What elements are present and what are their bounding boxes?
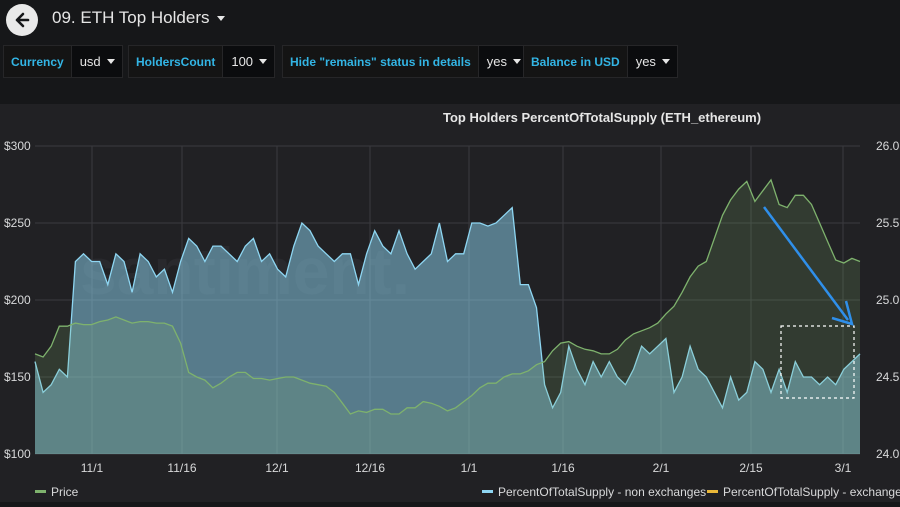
legend: Price PercentOfTotalSupply - non exchange… xyxy=(35,485,900,499)
legend-swatch xyxy=(707,490,718,493)
legend-label[interactable]: Price xyxy=(51,485,79,499)
back-button[interactable] xyxy=(6,4,38,36)
variable-hide-remains-value: yes xyxy=(486,54,508,69)
trend-arrow-head xyxy=(831,300,854,326)
y-left-tick-label: $100 xyxy=(4,447,31,461)
y-right-tick-label: 26.0 xyxy=(876,139,900,153)
variable-hide-remains-label: Hide "remains" status in details xyxy=(282,45,479,78)
x-tick-label: 1/1 xyxy=(461,461,478,475)
variable-hide-remains-select[interactable]: yes xyxy=(478,45,530,78)
variable-holderscount-select[interactable]: 100 xyxy=(223,45,276,78)
legend-label[interactable]: PercentOfTotalSupply - exchanges xyxy=(723,485,900,499)
x-tick-label: 3/1 xyxy=(835,461,852,475)
y-left-tick-label: $200 xyxy=(4,293,31,307)
variable-hide-remains: Hide "remains" status in details yes xyxy=(282,45,530,78)
x-tick-label: 2/15 xyxy=(739,461,763,475)
x-tick-label: 11/16 xyxy=(167,461,196,475)
caret-down-icon xyxy=(513,59,522,64)
variable-balance-usd-select[interactable]: yes xyxy=(627,45,678,78)
legend-swatch xyxy=(35,490,46,493)
variable-balance-usd: Balance in USD yes xyxy=(523,45,678,78)
highlight-box xyxy=(780,325,855,399)
legend-swatch xyxy=(482,490,493,493)
annotations xyxy=(762,206,855,399)
y-left-tick-label: $150 xyxy=(4,370,31,384)
x-tick-label: 2/1 xyxy=(653,461,670,475)
x-tick-label: 11/1 xyxy=(81,461,104,475)
caret-down-icon xyxy=(259,59,268,64)
variable-holderscount-value: 100 xyxy=(231,54,254,69)
variable-balance-usd-label: Balance in USD xyxy=(523,45,628,78)
y-right-tick-label: 24.0 xyxy=(876,447,900,461)
series-area-percentoftotalsupply-non-exchanges xyxy=(35,207,860,454)
variables-bar: Currency usd HoldersCount 100 Hide "rema… xyxy=(0,45,900,78)
variable-currency-label: Currency xyxy=(3,45,72,78)
top-bar: 09. ETH Top Holders xyxy=(0,0,900,40)
caret-down-icon xyxy=(106,59,115,64)
variable-currency: Currency usd xyxy=(3,45,123,78)
dashboard-title[interactable]: 09. ETH Top Holders xyxy=(52,8,226,28)
trend-arrow-line xyxy=(762,206,850,321)
x-tick-label: 12/16 xyxy=(355,461,385,475)
y-left-tick-label: $300 xyxy=(4,139,31,153)
arrow-left-icon xyxy=(15,12,30,28)
chart-title: Top Holders PercentOfTotalSupply (ETH_et… xyxy=(443,110,761,125)
variable-holderscount: HoldersCount 100 xyxy=(128,45,276,78)
variable-currency-value: usd xyxy=(79,54,101,69)
series-area-price xyxy=(35,179,860,454)
x-tick-label: 1/16 xyxy=(551,461,575,475)
axis-ticks: $100 $150 $200 $250 $300 24.0 24.5 25.0 25.5 26.0… xyxy=(4,139,900,475)
series-line-percentoftotalsupply-non-exchanges xyxy=(34,206,861,410)
series-areas xyxy=(34,178,861,454)
x-tick-label: 12/1 xyxy=(265,461,289,475)
dashboard-title-text: 09. ETH Top Holders xyxy=(52,8,210,27)
variable-holderscount-label: HoldersCount xyxy=(128,45,224,78)
caret-down-icon xyxy=(217,16,226,22)
y-right-tick-label: 25.0 xyxy=(876,293,900,307)
legend-label[interactable]: PercentOfTotalSupply - non exchanges xyxy=(498,485,706,499)
y-left-tick-label: $250 xyxy=(4,216,31,230)
series-line-price xyxy=(34,178,861,415)
y-right-tick-label: 24.5 xyxy=(876,370,900,384)
y-right-tick-label: 25.5 xyxy=(876,216,900,230)
variable-balance-usd-value: yes xyxy=(635,54,656,69)
chart[interactable]: santiment. Top Holders PercentOfTotalSup… xyxy=(0,104,900,502)
caret-down-icon xyxy=(661,59,670,64)
variable-currency-select[interactable]: usd xyxy=(71,45,123,78)
chart-panel: santiment. Top Holders PercentOfTotalSup… xyxy=(0,104,900,502)
